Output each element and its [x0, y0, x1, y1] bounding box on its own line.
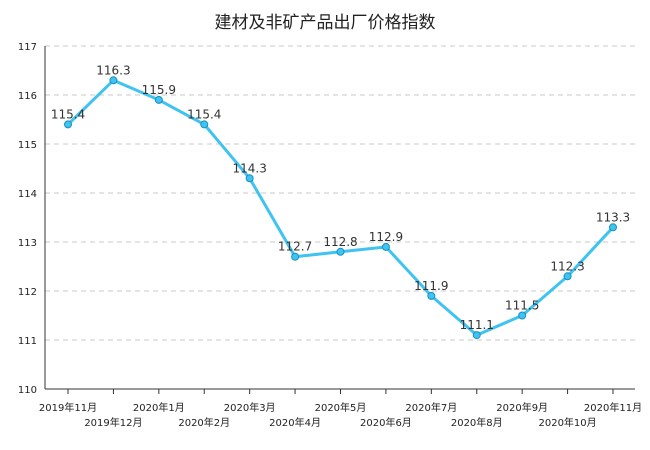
- x-tick-label: 2019年12月: [84, 416, 142, 429]
- y-tick-label: 113: [18, 238, 37, 249]
- x-tick-label: 2020年1月: [133, 401, 185, 414]
- x-tick-label: 2020年3月: [224, 401, 276, 414]
- y-tick-label: 117: [18, 42, 37, 53]
- x-tick-label: 2020年5月: [315, 401, 367, 414]
- data-label: 114.3: [232, 161, 266, 175]
- data-point: [563, 272, 572, 281]
- y-tick-label: 111: [18, 336, 37, 347]
- data-label: 111.5: [505, 299, 539, 313]
- data-point: [381, 242, 390, 251]
- chart-title: 建材及非矿产品出厂价格指数: [214, 13, 436, 33]
- data-label: 113.3: [596, 210, 630, 224]
- x-tick-label: 2020年10月: [538, 416, 596, 429]
- data-label: 116.3: [96, 63, 130, 77]
- data-point: [200, 120, 209, 129]
- data-point: [518, 311, 527, 320]
- x-tick-label: 2020年2月: [178, 416, 230, 429]
- x-tick-label: 2019年11月: [39, 401, 97, 414]
- data-point: [472, 331, 481, 340]
- data-point: [245, 174, 254, 183]
- x-tick-label: 2020年8月: [451, 416, 503, 429]
- data-label: 112.3: [550, 259, 584, 273]
- x-tick-label: 2020年7月: [405, 401, 457, 414]
- data-point: [154, 95, 163, 104]
- y-tick-label: 114: [18, 189, 37, 200]
- data-point: [109, 76, 118, 85]
- data-point: [336, 247, 345, 256]
- x-tick-label: 2020年4月: [269, 416, 321, 429]
- y-tick-label: 116: [18, 91, 37, 102]
- data-label: 115.4: [51, 107, 85, 121]
- x-tick-label: 2020年6月: [360, 416, 412, 429]
- data-point: [64, 120, 72, 129]
- series-line: [66, 78, 615, 337]
- x-tick-label: 2020年9月: [496, 401, 548, 414]
- data-label: 112.7: [278, 240, 312, 254]
- data-label: 111.9: [414, 279, 448, 293]
- data-point: [291, 252, 300, 261]
- data-label: 111.1: [460, 318, 494, 332]
- data-label: 115.4: [187, 107, 221, 121]
- y-tick-label: 110: [18, 385, 37, 396]
- data-label: 112.8: [323, 235, 357, 249]
- data-point: [427, 291, 436, 300]
- data-label: 112.9: [369, 230, 403, 244]
- y-tick-label: 112: [18, 287, 37, 298]
- x-tick-label: 2020年11月: [584, 401, 642, 414]
- data-label: 115.9: [142, 83, 176, 97]
- y-tick-label: 115: [18, 140, 37, 151]
- data-point: [609, 223, 617, 232]
